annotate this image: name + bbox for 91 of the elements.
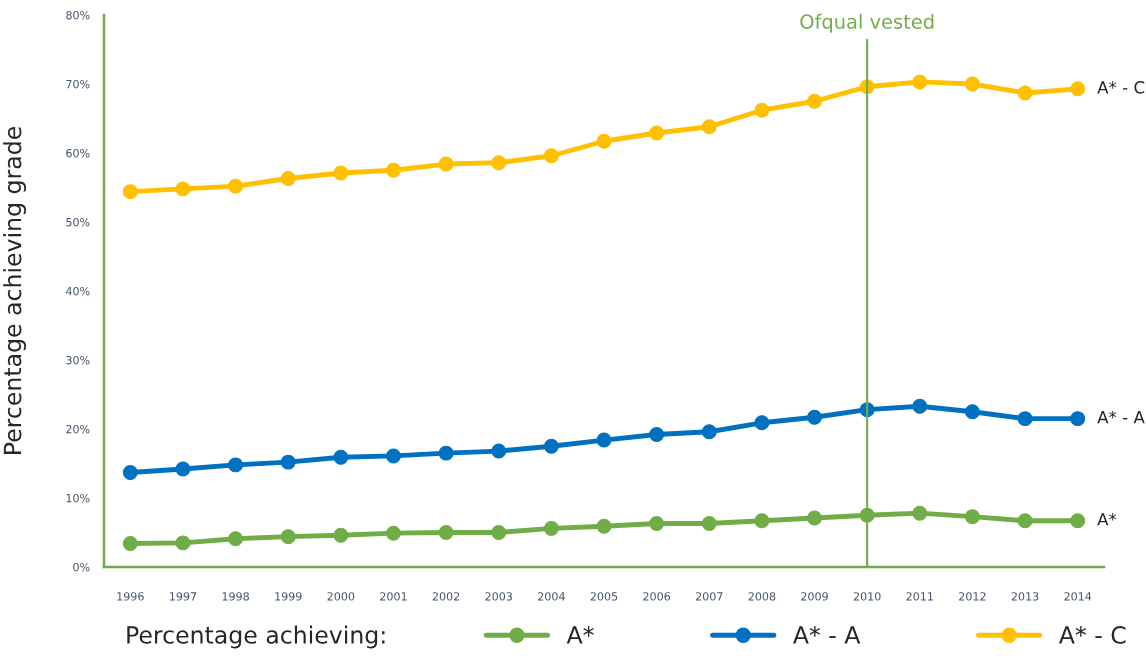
point [228, 457, 244, 473]
point [280, 529, 296, 545]
point [964, 509, 980, 525]
point [912, 505, 928, 521]
point [228, 178, 244, 194]
point [175, 181, 191, 197]
legend-label: A* [566, 625, 594, 644]
point [333, 527, 349, 543]
point [912, 398, 928, 414]
point [438, 156, 454, 172]
point [596, 432, 612, 448]
legend-label: A* - A [793, 625, 861, 644]
point [386, 162, 401, 178]
point [386, 525, 401, 541]
x-tick-label: 2001 [380, 592, 407, 601]
y-tick-label: 0% [73, 562, 90, 572]
y-tick-label: 30% [66, 355, 90, 365]
x-tick-label: 2003 [485, 592, 512, 601]
point [280, 171, 296, 186]
y-tick-label: 70% [66, 79, 90, 89]
x-tick-label: 2005 [590, 592, 618, 601]
point [754, 513, 770, 529]
point [280, 454, 296, 470]
point [1070, 513, 1086, 529]
x-tick-label: 2011 [906, 592, 933, 601]
point [122, 184, 138, 200]
x-tick-label: 2000 [327, 592, 355, 601]
x-tick-label: 2009 [801, 592, 828, 601]
point [807, 93, 822, 109]
point [333, 165, 349, 181]
x-tick-label: 2013 [1011, 592, 1039, 601]
y-tick-label: 60% [66, 148, 90, 158]
point [543, 520, 559, 536]
point [912, 74, 928, 90]
point [649, 427, 665, 442]
y-tick-label: 80% [66, 10, 90, 20]
y-tick-label: 20% [66, 424, 90, 434]
x-tick-label: 2012 [959, 592, 986, 601]
x-tick-label: 1997 [170, 592, 197, 601]
point [122, 536, 138, 551]
point [543, 148, 559, 164]
point [386, 448, 401, 464]
point [964, 404, 980, 420]
x-tick-label: 2006 [643, 592, 671, 601]
point [754, 102, 770, 118]
x-tick-label: 2007 [695, 592, 723, 601]
point [491, 525, 507, 540]
point [175, 461, 191, 477]
point [491, 155, 507, 171]
y-tick-label: 40% [65, 286, 90, 296]
text: A* - A [1097, 410, 1145, 424]
point [596, 518, 612, 534]
x-tick-label: 2010 [853, 592, 881, 601]
point [754, 415, 770, 431]
x-tick-label: 1998 [222, 592, 249, 601]
point [701, 516, 717, 531]
y-axis-title: Percentage achieving grade [3, 127, 26, 454]
point [1070, 411, 1086, 427]
point [649, 125, 665, 141]
point [438, 445, 454, 461]
point [1017, 513, 1033, 529]
point [122, 465, 138, 480]
point [228, 531, 244, 547]
x-tick-label: 1996 [117, 592, 144, 601]
legend-title: Percentage achieving: [127, 625, 385, 649]
y-tick-label: 50% [66, 217, 90, 227]
ref-line-label: Ofqual vested [800, 13, 934, 33]
point [438, 525, 454, 540]
text: A* - C [1097, 81, 1145, 94]
legend-label: A* - C [1058, 625, 1126, 644]
point [543, 438, 559, 454]
point [491, 443, 507, 459]
text: A* [1097, 513, 1117, 526]
x-tick-label: 1999 [275, 592, 302, 601]
point [1017, 85, 1033, 101]
point [1017, 411, 1033, 427]
x-tick-label: 2008 [748, 592, 776, 601]
x-tick-label: 2002 [432, 592, 460, 601]
point [807, 409, 822, 425]
point [701, 119, 717, 135]
point [1070, 81, 1086, 97]
x-tick-label: 2004 [538, 592, 565, 601]
point [333, 449, 349, 465]
point [964, 76, 980, 92]
point [701, 424, 717, 440]
point [596, 133, 612, 149]
point [807, 510, 822, 526]
point [649, 516, 665, 531]
y-tick-label: 10% [66, 493, 90, 503]
point [175, 535, 191, 551]
x-tick-label: 2014 [1064, 592, 1092, 601]
